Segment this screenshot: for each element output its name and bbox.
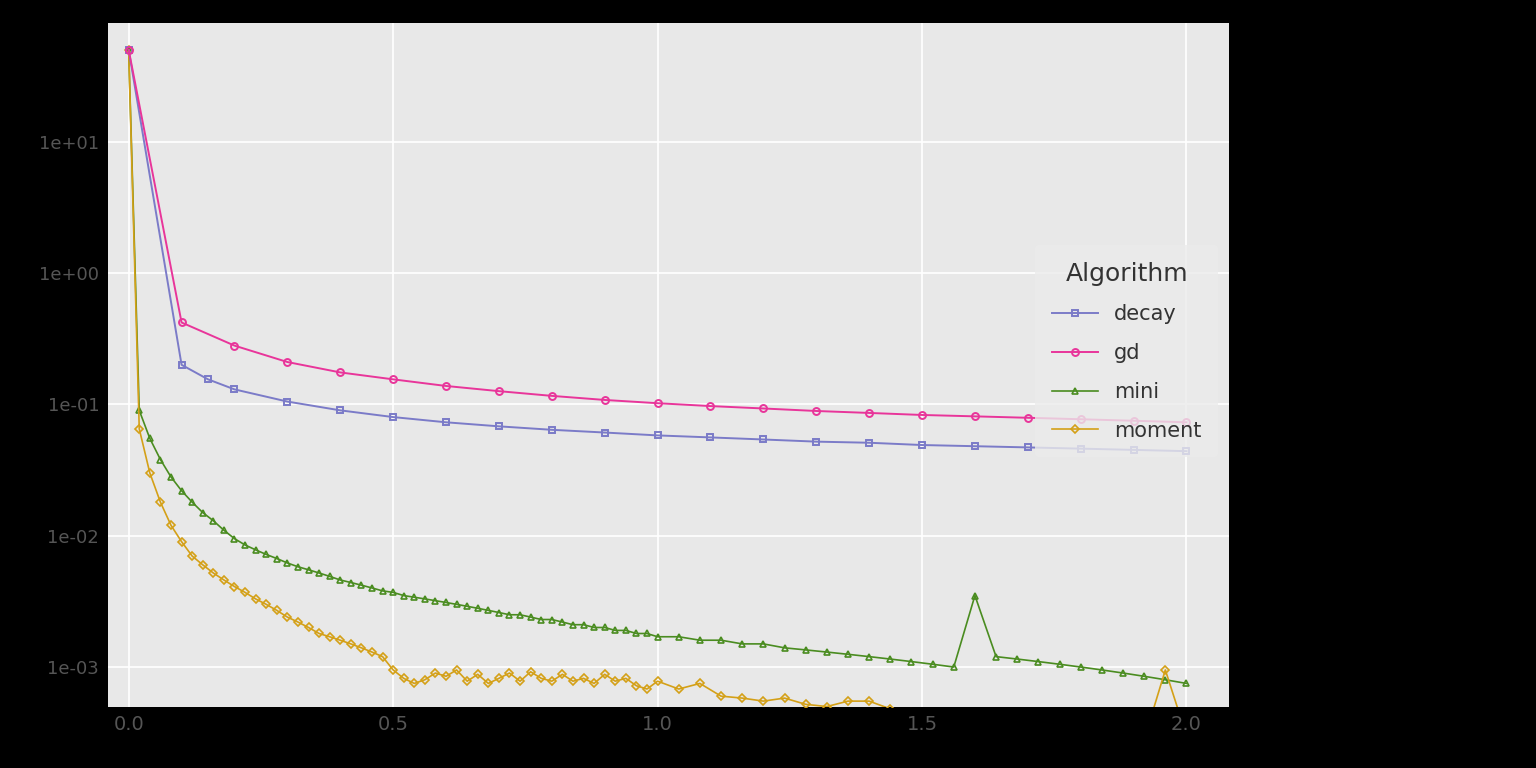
decay [542, 425, 561, 435]
gd [754, 404, 773, 413]
gd [332, 368, 350, 377]
Legend: decay, gd, mini, moment: decay, gd, mini, moment [1035, 245, 1218, 457]
decay [198, 375, 217, 384]
decay [966, 442, 985, 451]
gd [490, 386, 508, 396]
mini [531, 615, 550, 624]
moment [395, 674, 413, 683]
decay [912, 440, 931, 449]
gd [226, 341, 244, 350]
decay [384, 412, 402, 422]
gd [1124, 416, 1143, 425]
mini [395, 591, 413, 600]
mini [1177, 679, 1195, 688]
decay [754, 435, 773, 444]
decay [120, 45, 138, 55]
moment [120, 45, 138, 55]
decay [490, 422, 508, 431]
gd [1177, 418, 1195, 427]
decay [332, 406, 350, 415]
decay [172, 360, 190, 369]
gd [596, 396, 614, 405]
Line: mini: mini [126, 46, 1190, 687]
gd [1072, 415, 1091, 424]
gd [542, 391, 561, 400]
Line: moment: moment [126, 47, 1189, 749]
decay [860, 438, 879, 447]
gd [384, 375, 402, 384]
decay [436, 418, 455, 427]
decay [648, 431, 667, 440]
gd [278, 357, 296, 366]
moment [860, 697, 879, 706]
gd [172, 318, 190, 327]
decay [1072, 444, 1091, 453]
mini [194, 508, 212, 517]
decay [1177, 446, 1195, 455]
mini [648, 632, 667, 641]
decay [702, 433, 720, 442]
decay [806, 437, 825, 446]
gd [966, 412, 985, 421]
gd [806, 406, 825, 415]
moment [1177, 731, 1195, 740]
gd [702, 402, 720, 411]
mini [860, 652, 879, 661]
gd [436, 382, 455, 391]
decay [278, 397, 296, 406]
gd [1018, 413, 1037, 422]
decay [1018, 443, 1037, 452]
gd [648, 399, 667, 408]
moment [194, 560, 212, 569]
moment [1092, 741, 1111, 750]
moment [531, 674, 550, 683]
Line: gd: gd [126, 46, 1190, 425]
decay [596, 428, 614, 437]
gd [860, 409, 879, 418]
decay [1124, 445, 1143, 455]
decay [226, 385, 244, 394]
mini [627, 629, 645, 638]
gd [912, 410, 931, 419]
Line: decay: decay [126, 46, 1190, 455]
moment [627, 681, 645, 690]
mini [120, 45, 138, 55]
gd [120, 45, 138, 55]
moment [648, 677, 667, 686]
